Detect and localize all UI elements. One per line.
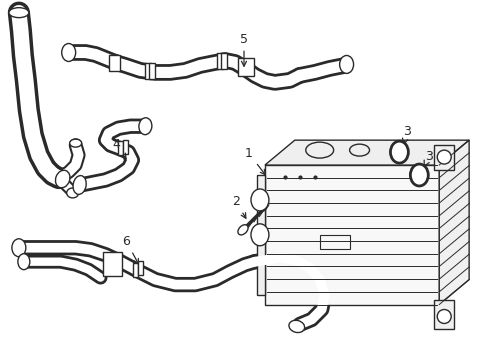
Ellipse shape: [55, 170, 70, 188]
Ellipse shape: [139, 118, 152, 135]
Bar: [118, 141, 122, 155]
Ellipse shape: [73, 176, 86, 194]
Text: 3: 3: [403, 125, 410, 138]
Bar: [221, 54, 226, 69]
Ellipse shape: [349, 144, 369, 156]
Ellipse shape: [288, 320, 304, 333]
Circle shape: [436, 150, 450, 164]
Text: 6: 6: [122, 235, 138, 264]
Bar: [217, 54, 223, 69]
Ellipse shape: [238, 225, 247, 235]
Polygon shape: [433, 145, 453, 170]
Bar: [133, 263, 138, 276]
Bar: [138, 261, 142, 275]
Polygon shape: [264, 140, 468, 165]
Bar: [145, 63, 151, 80]
Ellipse shape: [389, 141, 407, 163]
Ellipse shape: [409, 164, 427, 186]
Ellipse shape: [18, 254, 30, 270]
Ellipse shape: [305, 142, 333, 158]
Bar: [102, 252, 122, 276]
Ellipse shape: [12, 239, 26, 257]
Polygon shape: [264, 165, 438, 305]
Ellipse shape: [250, 189, 268, 211]
Bar: [238, 58, 253, 76]
Polygon shape: [438, 140, 468, 305]
Text: 5: 5: [240, 32, 247, 66]
Polygon shape: [433, 300, 453, 329]
Polygon shape: [256, 175, 264, 294]
Text: 4: 4: [112, 138, 126, 159]
Ellipse shape: [69, 139, 81, 147]
Text: 1: 1: [244, 147, 265, 175]
Ellipse shape: [61, 44, 76, 62]
Bar: [108, 55, 120, 71]
Text: 2: 2: [232, 195, 245, 218]
Bar: [149, 63, 155, 80]
Ellipse shape: [250, 224, 268, 246]
Ellipse shape: [9, 8, 29, 18]
Bar: [122, 140, 128, 154]
Bar: [319, 235, 349, 249]
Circle shape: [436, 310, 450, 323]
Text: 3: 3: [425, 150, 432, 163]
Ellipse shape: [66, 188, 79, 198]
Ellipse shape: [339, 55, 353, 73]
